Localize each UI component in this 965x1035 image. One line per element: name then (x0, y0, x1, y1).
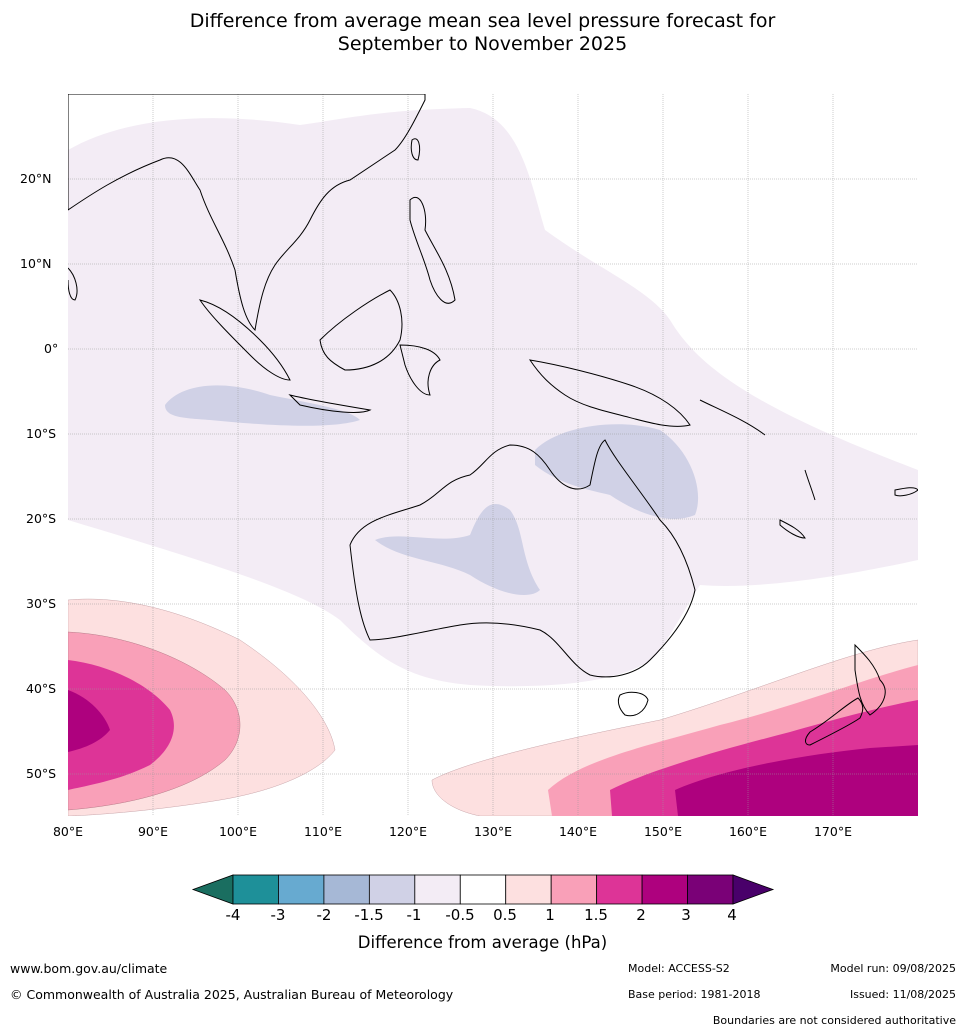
colorbar-arrow-min (191, 874, 234, 905)
lon-label-80e: 80°E (52, 824, 84, 839)
lon-label-100e: 100°E (218, 824, 257, 839)
lat-label-10s: 10°S (26, 426, 57, 441)
lon-label-160e: 160°E (728, 824, 767, 839)
anomaly-region-neg-1-north (535, 424, 699, 519)
colorbar-swatch (505, 874, 552, 905)
sulawesi-coastline (399, 344, 441, 396)
taiwan-coastline (410, 138, 421, 161)
fiji-coastline (894, 487, 918, 497)
colorbar-tick-label: 4 (727, 906, 737, 924)
lon-label-170e: 170°E (813, 824, 852, 839)
new-zealand-north-coastline (854, 643, 886, 716)
colorbar-swatch (323, 874, 370, 905)
colorbar-tick-label: -0.5 (445, 906, 475, 924)
colorbar-tick-label: 1 (545, 906, 555, 924)
colorbar-tick-label: 3 (681, 906, 691, 924)
lon-label-90e: 90°E (137, 824, 169, 839)
issued-text: Issued: 11/08/2025 (849, 988, 956, 1001)
anomaly-region-pos-2-sw (68, 690, 110, 752)
colorbar-swatch (459, 874, 507, 905)
model-run-text: Model run: 09/08/2025 (830, 962, 956, 975)
colorbar-tick-label: -1 (406, 906, 422, 924)
mainland-asia-coastline (68, 94, 426, 332)
colorbar-swatch (278, 874, 325, 905)
colorbar-swatch (550, 874, 598, 905)
lon-label-140e: 140°E (558, 824, 597, 839)
title-line-2: September to November 2025 (337, 33, 628, 55)
vanuatu-coastline (804, 469, 816, 501)
colorbar-label: Difference from average (hPa) (357, 933, 608, 952)
solomon-islands-coastline (699, 399, 766, 436)
coastlines (68, 94, 918, 746)
anomaly-region-pos-1.5-sw (68, 660, 174, 790)
lat-label-50s: 50°S (26, 766, 57, 781)
lon-label-150e: 150°E (643, 824, 682, 839)
disclaimer-text: Boundaries are not considered authoritat… (712, 1014, 956, 1027)
colorbar-tick-label: 2 (636, 906, 646, 924)
colorbar-swatch (687, 874, 734, 905)
lat-label-0: 0° (44, 341, 59, 356)
anomaly-region-neg-1-australia (375, 504, 540, 595)
anomaly-region-pos-2-se (675, 745, 918, 816)
anomaly-region-neg-0.5 (68, 108, 918, 687)
new-caledonia-coastline (779, 519, 806, 539)
chart-title: Difference from average mean sea level p… (0, 10, 965, 56)
lat-label-20s: 20°S (26, 511, 57, 526)
colorbar-tick-label: 1.5 (584, 906, 608, 924)
lat-label-10n: 10°N (20, 256, 52, 271)
australia-coastline (349, 439, 696, 678)
new-guinea-coastline (528, 359, 691, 427)
lon-label-120e: 120°E (388, 824, 427, 839)
colorbar-swatch (414, 874, 461, 905)
lat-label-30s: 30°S (26, 596, 57, 611)
lon-label-110e: 110°E (303, 824, 342, 839)
colorbar-arrow-max (732, 874, 775, 905)
java-coastline (288, 394, 372, 413)
colorbar-tick-label: -4 (225, 906, 241, 924)
website-text: www.bom.gov.au/climate (10, 961, 168, 976)
colorbar-tick-label: -1.5 (354, 906, 384, 924)
borneo-coastline (319, 289, 403, 371)
lat-label-20n: 20°N (20, 171, 52, 186)
colorbar-tick-label: -2 (316, 906, 332, 924)
sri-lanka-coastline (68, 267, 78, 301)
sumatra-coastline (198, 299, 291, 381)
colorbar-tick-label: 0.5 (493, 906, 517, 924)
model-text: Model: ACCESS-S2 (628, 962, 730, 975)
colorbar-swatch (368, 874, 416, 905)
lon-label-130e: 130°E (473, 824, 512, 839)
colorbar-swatch (641, 874, 688, 905)
lat-label-40s: 40°S (26, 681, 57, 696)
philippines-coastline (409, 197, 456, 304)
anomaly-region-neg-1-west (165, 385, 360, 426)
colorbar-swatch (232, 874, 279, 905)
colorbar-tick-label: -3 (270, 906, 286, 924)
title-line-1: Difference from average mean sea level p… (189, 10, 776, 32)
colorbar-swatch (596, 874, 643, 905)
tasmania-coastline (617, 691, 649, 717)
gridlines (68, 94, 918, 816)
new-zealand-south-coastline (805, 697, 864, 746)
base-period-text: Base period: 1981-2018 (628, 988, 761, 1001)
copyright-text: © Commonwealth of Australia 2025, Austra… (10, 987, 454, 1002)
